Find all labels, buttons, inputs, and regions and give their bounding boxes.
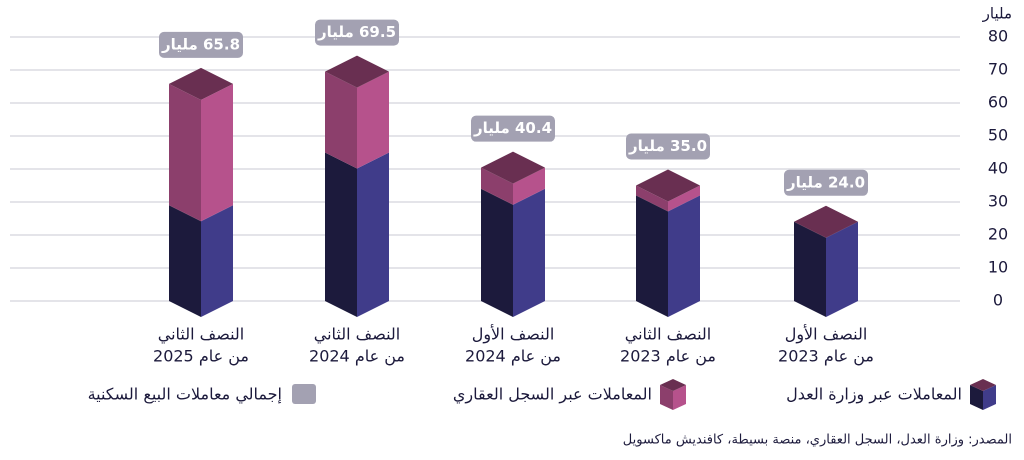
bar-segment-right [201, 205, 233, 317]
x-tick-label: من عام 2023 [778, 347, 874, 367]
bar-segment-right [201, 83, 233, 222]
total-label: 65.8 مليار [161, 35, 240, 53]
legend-label: المعاملات عبر السجل العقاري [453, 385, 652, 405]
y-tick-label: 0 [993, 291, 1003, 310]
y-axis-title: مليار [982, 5, 1012, 23]
bar-top [169, 67, 233, 100]
x-tick-label: النصف الثاني [625, 325, 711, 345]
legend-swatch [983, 385, 996, 410]
total-label-box [626, 133, 710, 160]
x-tick-label: من عام 2023 [620, 347, 716, 367]
x-tick-label: النصف الأول [785, 324, 868, 345]
bar-segment-left [169, 205, 201, 317]
bar-segment-left [636, 195, 668, 317]
x-tick-label: النصف الثاني [314, 325, 400, 345]
y-tick-label: 60 [988, 93, 1008, 112]
bar-segment-right [513, 188, 545, 317]
legend-label: إجمالي معاملات البيع السكنية [88, 385, 282, 405]
legend-swatch [292, 384, 316, 404]
legend-swatch [673, 385, 686, 410]
bar-segment-right [668, 195, 700, 317]
bar-segment-right [513, 167, 545, 205]
total-label-box [315, 19, 399, 46]
x-tick-label: النصف الأول [472, 324, 555, 345]
x-tick-label: من عام 2024 [309, 347, 405, 367]
bar-segment-right [357, 152, 389, 317]
bar-segment-right [826, 221, 858, 317]
total-label: 40.4 مليار [473, 119, 552, 137]
y-tick-label: 70 [988, 60, 1008, 79]
bar-segment-left [636, 185, 668, 212]
bar-top [325, 55, 389, 88]
x-tick-label: من عام 2025 [153, 347, 249, 367]
total-label-box [471, 115, 555, 142]
y-tick-label: 20 [988, 225, 1008, 244]
bar-segment-right [357, 71, 389, 169]
legend-swatch [970, 379, 996, 391]
bar-segment-left [325, 71, 357, 169]
total-label-box [784, 169, 868, 196]
bar-segment-left [794, 221, 826, 317]
total-label: 35.0 مليار [628, 137, 707, 155]
bar-top [636, 169, 700, 202]
legend-label: المعاملات عبر وزارة العدل [786, 385, 962, 405]
bar-segment-left [481, 167, 513, 205]
y-tick-label: 80 [988, 27, 1008, 46]
x-tick-label: النصف الثاني [158, 325, 244, 345]
bar-segment-left [169, 83, 201, 222]
x-tick-label: من عام 2024 [465, 347, 561, 367]
bar-segment-left [325, 152, 357, 317]
y-tick-label: 40 [988, 159, 1008, 178]
bar-segment-right [668, 185, 700, 212]
bar-segment-left [481, 188, 513, 317]
y-tick-label: 30 [988, 192, 1008, 211]
bar-top [481, 151, 545, 184]
total-label: 24.0 مليار [786, 173, 865, 191]
y-tick-label: 50 [988, 126, 1008, 145]
legend-swatch [970, 385, 983, 410]
legend-swatch [660, 379, 686, 391]
total-label-box [159, 31, 243, 58]
legend-swatch [660, 385, 673, 410]
total-label: 69.5 مليار [317, 23, 396, 41]
source: المصدر: وزارة العدل، السجل العقاري، منصة… [623, 433, 1012, 448]
bar-top [794, 205, 858, 238]
y-tick-label: 10 [988, 258, 1008, 277]
